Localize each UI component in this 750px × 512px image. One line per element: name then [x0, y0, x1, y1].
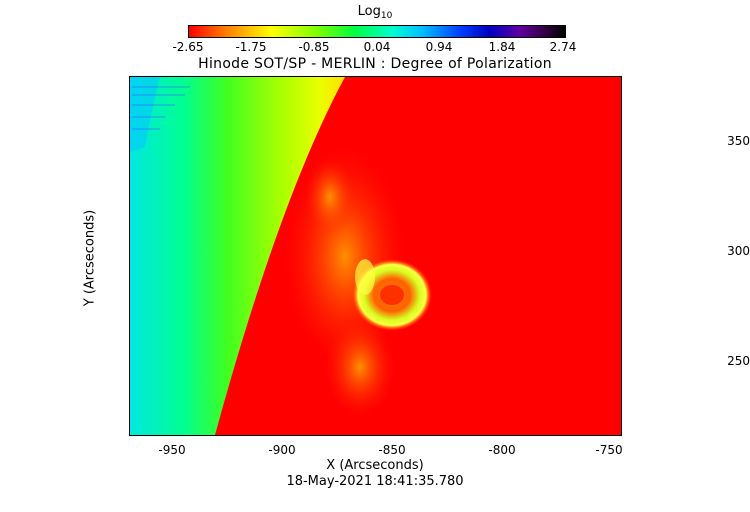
colorbar-tick: 0.04	[363, 40, 391, 54]
colorbar-tick: -1.75	[235, 40, 267, 54]
colorbar-tick: 2.74	[549, 40, 577, 54]
colorbar	[188, 25, 566, 38]
colorbar-tick: -2.65	[172, 40, 204, 54]
colorbar-title: Log10	[357, 4, 393, 21]
x-tick: -800	[488, 443, 516, 457]
x-tick: -900	[268, 443, 296, 457]
x-tick: -950	[158, 443, 186, 457]
y-tick: 350	[727, 134, 750, 148]
polarization-image	[130, 77, 621, 435]
colorbar-tick: -0.85	[298, 40, 330, 54]
x-tick: -750	[595, 443, 623, 457]
colorbar-tick: 1.84	[488, 40, 516, 54]
y-axis-label: Y (Arcseconds)	[82, 209, 98, 307]
colorbar-tick: 0.94	[425, 40, 453, 54]
x-tick: -850	[378, 443, 406, 457]
timestamp: 18-May-2021 18:41:35.780	[286, 474, 464, 489]
plot-title: Hinode SOT/SP - MERLIN : Degree of Polar…	[198, 56, 552, 72]
y-tick: 250	[727, 354, 750, 368]
x-axis-label: X (Arcseconds)	[326, 458, 424, 473]
y-tick: 300	[727, 244, 750, 258]
polarization-map	[129, 76, 622, 436]
